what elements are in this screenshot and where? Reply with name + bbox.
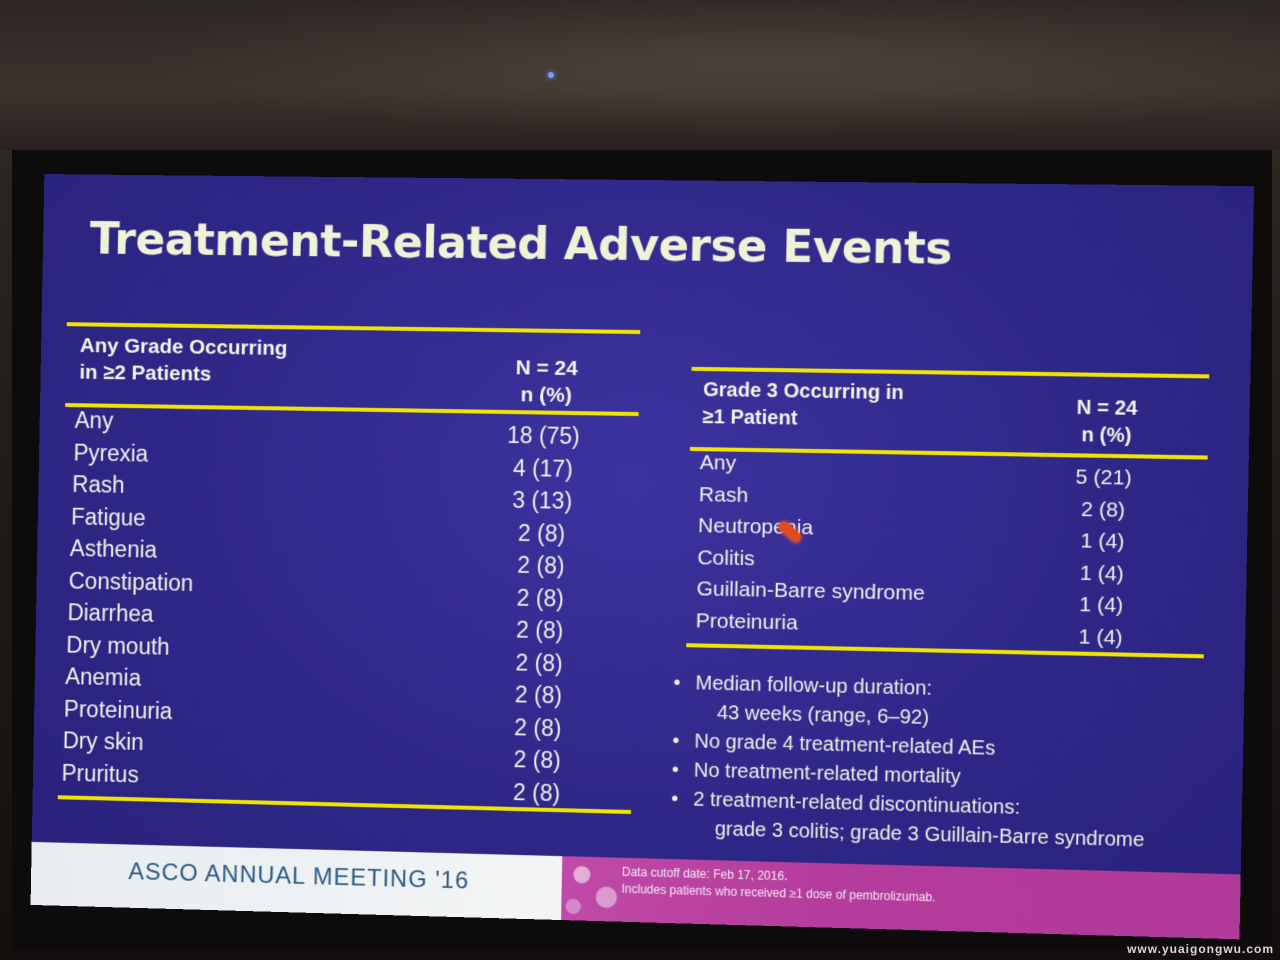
right-table-row-value: 5 (21) [1057,465,1150,491]
left-table-row-value: 2 (8) [497,519,587,548]
bullet-icon: • [672,727,680,756]
watermark: www.yuaigongwu.com [1127,942,1274,956]
footer-note: Data cutoff date: Feb 17, 2016. Includes… [621,864,936,907]
left-header-line1: Any Grade Occurring [80,332,288,362]
left-table-row-value: 2 (8) [493,713,583,742]
right-header-line2: ≥1 Patient [702,404,903,434]
right-table-row-value: 2 (8) [1057,497,1150,523]
left-table-row-value: 2 (8) [492,746,582,775]
left-table-row-event: Diarrhea [67,599,153,627]
right-table-row-value: 1 (4) [1054,624,1147,650]
left-table-row-event: Fatigue [71,503,146,531]
left-table-row-value: 2 (8) [495,616,585,645]
left-table-row-event: Asthenia [70,535,158,563]
left-header-n-line1: N = 24 [512,354,582,382]
slide-title: Treatment-Related Adverse Events [89,212,952,275]
right-header-n-line1: N = 24 [1071,395,1143,423]
left-table-row-event: Anemia [65,663,141,691]
left-table-row-value: 2 (8) [492,778,582,807]
right-header-n-line2: n (%) [1070,422,1142,450]
left-table-row-event: Rash [72,471,125,499]
ceiling [0,0,1280,150]
left-table-row-value: 3 (13) [497,487,587,516]
bullet-icon: • [673,669,681,698]
left-table-row-value: 2 (8) [495,584,585,613]
left-table-row-event: Dry mouth [66,631,170,660]
left-table-header-n: N = 24 n (%) [511,354,582,409]
right-table-row-event: Guillain-Barre syndrome [696,577,925,606]
right-table-row-value: 1 (4) [1056,529,1149,555]
right-table-row-event: Colitis [697,546,755,571]
summary-bullets: • Median follow-up duration: 43 weeks (r… [670,669,1147,856]
left-table-row-event: Constipation [68,567,193,596]
presentation-slide: Treatment-Related Adverse Events Any Gra… [31,174,1255,939]
left-table-row-event: Pruritus [61,759,139,788]
right-header-line1: Grade 3 Occurring in [703,377,904,407]
left-table-row-event: Pyrexia [73,439,148,467]
bullet-discontinuations: • 2 treatment-related discontinuations: … [670,785,1145,856]
right-table-header-event: Grade 3 Occurring in ≥1 Patient [702,377,904,434]
meeting-name: ASCO ANNUAL MEETING '16 [128,858,469,895]
left-table-row-event: Dry skin [63,727,144,756]
left-table-row-value: 4 (17) [498,454,588,482]
bullet-icon: • [671,785,679,814]
bullet-icon: • [672,756,680,785]
left-table-row-value: 2 (8) [494,681,584,710]
ceiling-light-icon [548,72,554,78]
left-table-row-event: Proteinuria [64,695,173,724]
right-table-row-event: Proteinuria [696,609,799,635]
right-table-row-event: Any [700,451,737,476]
left-header-n-line2: n (%) [511,381,581,409]
right-table-header-n: N = 24 n (%) [1070,395,1143,451]
left-table-row-value: 2 (8) [496,551,586,580]
left-table-row-value: 2 (8) [494,649,584,678]
right-table-row-event: Rash [699,483,749,508]
right-table-top-rule [692,367,1210,379]
left-table-row-event: Any [74,407,113,434]
right-table-row-value: 1 (4) [1056,561,1149,587]
left-table-header-event: Any Grade Occurring in ≥2 Patients [79,332,288,388]
left-table-row-value: 18 (75) [498,422,588,450]
right-table-row-value: 1 (4) [1055,592,1148,618]
left-header-line2: in ≥2 Patients [79,359,287,389]
